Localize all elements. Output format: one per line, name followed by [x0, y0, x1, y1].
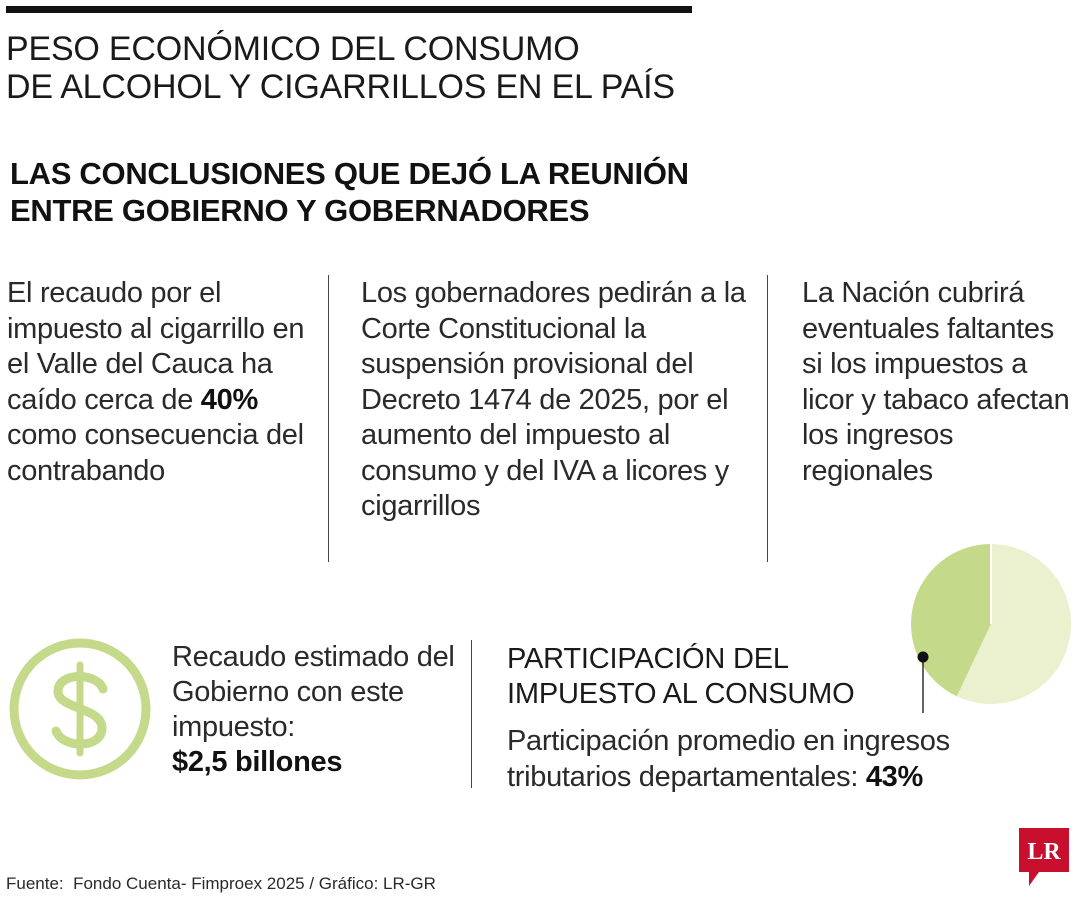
- conclusion-3: La Nación cubrirá eventuales faltantes s…: [802, 277, 1070, 487]
- conclusion-1-text-before: El recaudo por el impuesto al cigarrillo…: [7, 277, 305, 416]
- participation-description-text: Participación promedio en ingresos tribu…: [507, 725, 950, 793]
- section-title: LAS CONCLUSIONES QUE DEJÓ LA REUNIÓN ENT…: [10, 155, 770, 229]
- lr-logo: LR: [1019, 828, 1069, 886]
- revenue-label: Recaudo estimado del Gobierno con este i…: [172, 641, 455, 743]
- pie-slice-1: [910, 544, 991, 697]
- participation-pie-chart: [910, 544, 1071, 713]
- pie-slice-2: [956, 544, 1071, 704]
- section-title-line-1: LAS CONCLUSIONES QUE DEJÓ LA REUNIÓN: [10, 156, 689, 191]
- bottom-divider: [471, 640, 472, 788]
- section-title-line-2: ENTRE GOBIERNO Y GOBERNADORES: [10, 193, 590, 228]
- source-note: Fuente: Fondo Cuenta- Fimproex 2025 / Gr…: [6, 874, 436, 893]
- column-divider-2: [767, 275, 768, 562]
- title-line-1: PESO ECONÓMICO DEL CONSUMO: [6, 30, 580, 68]
- page-title: PESO ECONÓMICO DEL CONSUMO DE ALCOHOL Y …: [6, 30, 726, 106]
- logo-text: LR: [1027, 839, 1061, 865]
- column-divider-1: [328, 275, 329, 562]
- conclusion-1-highlight: 40%: [200, 383, 258, 416]
- title-line-2: DE ALCOHOL Y CIGARRILLOS EN EL PAÍS: [6, 68, 675, 106]
- top-rule: [6, 6, 692, 13]
- revenue-block: Recaudo estimado del Gobierno con este i…: [172, 640, 462, 780]
- pie-marker-dot: [917, 651, 929, 663]
- participation-title-line-2: IMPUESTO AL CONSUMO: [507, 678, 855, 710]
- participation-title: PARTICIPACIÓN DEL IMPUESTO AL CONSUMO: [507, 642, 927, 712]
- revenue-value: $2,5 billones: [172, 746, 343, 778]
- participation-value: 43%: [865, 760, 923, 793]
- conclusion-1: El recaudo por el impuesto al cigarrillo…: [7, 276, 312, 489]
- participation-title-line-1: PARTICIPACIÓN DEL: [507, 643, 789, 675]
- conclusion-2: Los gobernadores pedirán a la Corte Cons…: [361, 277, 746, 522]
- conclusion-1-text-after: como consecuencia del contrabando: [7, 419, 304, 487]
- dollar-icon: [9, 638, 151, 780]
- participation-description: Participación promedio en ingresos tribu…: [507, 724, 1047, 795]
